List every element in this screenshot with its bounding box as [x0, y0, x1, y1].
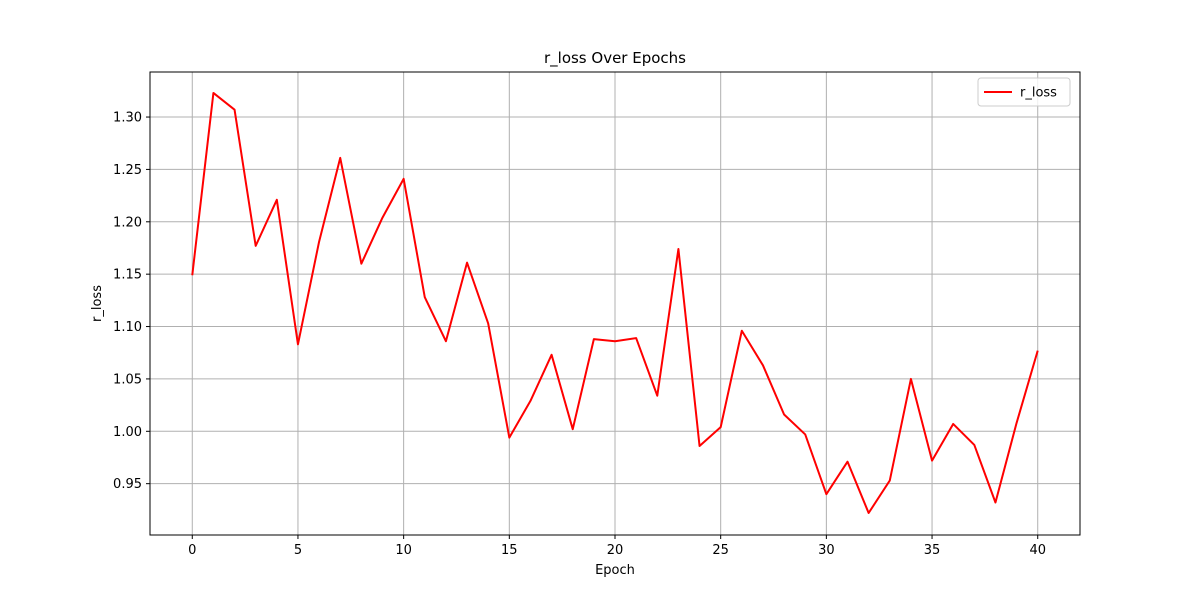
- x-axis-label: Epoch: [595, 563, 635, 578]
- x-tick-label: 40: [1029, 543, 1046, 558]
- y-tick-label: 0.95: [113, 477, 142, 492]
- x-tick-label: 0: [188, 543, 196, 558]
- y-tick-label: 1.25: [113, 163, 142, 178]
- x-tick-label: 30: [818, 543, 835, 558]
- chart-title: r_loss Over Epochs: [544, 49, 686, 68]
- y-tick-label: 1.10: [113, 320, 142, 335]
- x-tick-label: 15: [501, 543, 518, 558]
- y-tick-label: 1.00: [113, 425, 142, 440]
- legend: r_loss: [977, 77, 1071, 107]
- x-tick-label: 35: [924, 543, 941, 558]
- x-tick-label: 25: [712, 543, 729, 558]
- y-tick-label: 1.05: [113, 372, 142, 387]
- series-line-r_loss: [191, 91, 1039, 514]
- x-tick-label: 5: [294, 543, 302, 558]
- legend-label: r_loss: [1020, 86, 1057, 101]
- y-tick-label: 1.30: [113, 111, 142, 126]
- y-tick-label: 1.15: [113, 268, 142, 283]
- axis-ticks: 0 5 10 15 20 25 30 35 40 0.95 1.00 1.05 1.10 1.15 1.20…: [113, 111, 1046, 558]
- series-layer: [191, 91, 1039, 514]
- y-tick-label: 1.20: [113, 215, 142, 230]
- x-tick-label: 10: [395, 543, 412, 558]
- legend-box: [977, 77, 1071, 107]
- y-axis-label: r_loss: [90, 285, 105, 322]
- x-tick-label: 20: [607, 543, 624, 558]
